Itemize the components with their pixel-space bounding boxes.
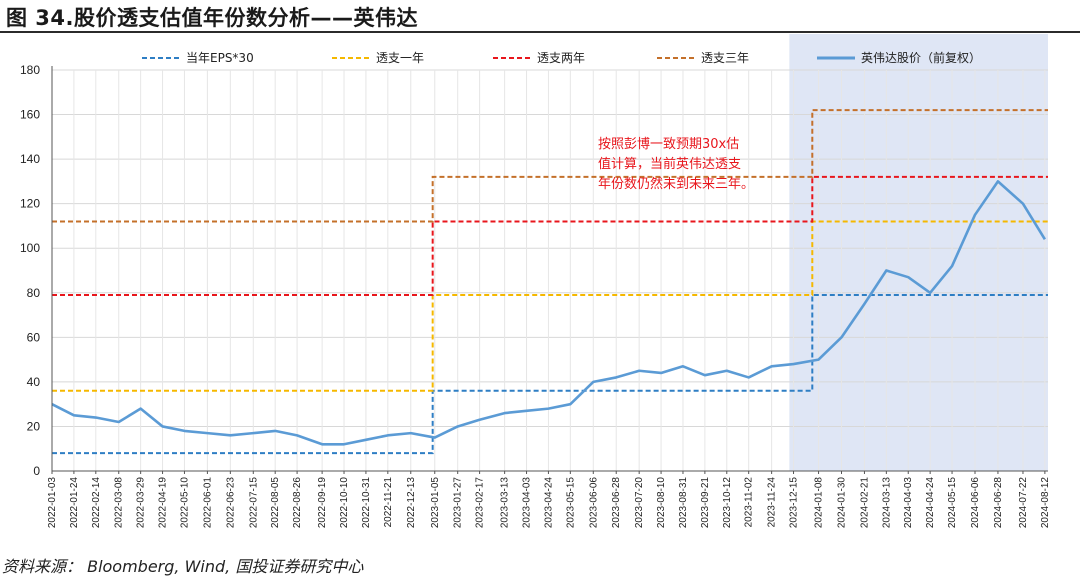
- x-tick-label: 2023-10-12: [722, 477, 733, 529]
- x-tick-label: 2022-11-21: [383, 477, 394, 528]
- x-tick-label: 2024-01-30: [836, 477, 847, 529]
- x-tick-label: 2023-06-28: [611, 477, 622, 529]
- legend-label-1: 当年EPS*30: [186, 51, 254, 65]
- y-tick-label: 20: [27, 419, 41, 433]
- y-tick-label: 100: [20, 241, 40, 255]
- series-line-price: [51, 180, 1046, 446]
- legend-label-4: 透支三年: [701, 51, 749, 65]
- x-tick-label: 2022-07-15: [248, 477, 259, 529]
- x-tick-label: 2023-01-05: [430, 477, 441, 529]
- series-line-2: [52, 220, 1048, 392]
- y-tick-label: 180: [20, 63, 40, 77]
- series-layer: [51, 109, 1048, 455]
- legend-label-3: 透支两年: [537, 51, 585, 65]
- x-tick-label: 2022-01-24: [69, 477, 80, 529]
- highlight-region: [789, 34, 1048, 471]
- x-tick-label: 2023-01-27: [453, 477, 464, 529]
- x-tick-label: 2022-03-29: [136, 477, 147, 529]
- x-tick-label: 2022-06-01: [202, 477, 213, 529]
- source-note: 资料来源： Bloomberg, Wind, 国投证券研究中心: [2, 557, 364, 576]
- x-tick-label: 2022-01-03: [47, 477, 58, 529]
- x-tick-label: 2023-07-20: [634, 477, 645, 529]
- x-tick-label: 2024-03-13: [881, 477, 892, 529]
- y-tick-label: 40: [27, 375, 41, 389]
- x-tick-label: 2024-04-03: [903, 477, 914, 529]
- x-tick-label: 2023-08-10: [656, 477, 667, 529]
- stock-valuation-chart: 0 20 40 60 80 100 120 140 160 180 2022-01-03 2022-0…: [20, 34, 1051, 528]
- legend-label-2: 透支一年: [376, 51, 424, 65]
- x-tick-label: 2022-02-14: [91, 477, 102, 529]
- x-tick-label: 2022-04-19: [158, 477, 169, 529]
- y-tick-label: 60: [27, 330, 41, 344]
- x-tick-label: 2022-03-08: [114, 477, 125, 529]
- x-tick-label: 2024-08-12: [1040, 477, 1051, 529]
- legend-label-5: 英伟达股价（前复权）: [861, 50, 981, 65]
- x-tick-label: 2024-07-22: [1018, 477, 1029, 529]
- plot-region-layer: [789, 34, 1048, 471]
- x-tick-label: 2023-04-24: [543, 477, 554, 529]
- y-tick-label: 80: [27, 286, 41, 300]
- y-tick-label: 140: [20, 152, 40, 166]
- x-tick-label: 2023-11-02: [744, 477, 755, 528]
- x-tick-label: 2023-09-21: [700, 477, 711, 529]
- x-tick-label: 2022-08-05: [270, 477, 281, 529]
- x-tick-label: 2024-06-28: [993, 477, 1004, 529]
- x-tick-label: 2024-05-15: [947, 477, 958, 529]
- annotation-line-3: 年份数仍然未到未来三年。: [598, 176, 754, 192]
- x-tick-label: 2022-10-10: [339, 477, 350, 529]
- figure-title: 图 34.股价透支估值年份数分析——英伟达: [6, 6, 419, 30]
- x-tick-label: 2023-06-06: [588, 477, 599, 529]
- x-tick-label: 2022-12-13: [406, 477, 417, 529]
- y-tick-label: 120: [20, 197, 40, 211]
- series-line-3: [52, 175, 1048, 297]
- x-tick-label: 2023-03-13: [500, 477, 511, 529]
- x-tick-label: 2022-09-19: [317, 477, 328, 529]
- x-tick-label: 2022-05-10: [179, 477, 190, 529]
- title-underline: [0, 31, 1080, 33]
- x-tick-label: 2023-02-17: [475, 477, 486, 529]
- x-tick-label: 2023-05-15: [565, 477, 576, 529]
- x-tick-label: 2023-08-31: [678, 477, 689, 529]
- axis-layer: 0 20 40 60 80 100 120 140 160 180 2022-01-03 2022-0…: [20, 63, 1051, 528]
- x-tick-label: 2022-08-26: [292, 477, 303, 529]
- annotation-line-1: 按照彭博一致预期30x估: [598, 137, 739, 152]
- x-tick-label: 2023-11-24: [767, 477, 778, 528]
- annotation-line-2: 值计算，当前英伟达透支: [598, 156, 741, 172]
- x-tick-label: 2023-04-03: [522, 477, 533, 529]
- legend: 当年EPS*30 透支一年 透支两年 透支三年 英伟达股价（前复权）: [142, 50, 981, 65]
- x-tick-label: 2024-01-08: [814, 477, 825, 529]
- x-tick-label: 2022-06-23: [225, 477, 236, 529]
- x-tick-label: 2023-12-15: [789, 477, 800, 529]
- y-tick-label: 0: [33, 464, 40, 478]
- x-tick-label: 2024-06-06: [970, 477, 981, 529]
- grid-layer: [51, 69, 1048, 472]
- x-tick-label: 2022-10-31: [361, 477, 372, 529]
- y-tick-label: 160: [20, 108, 40, 122]
- series-line-1: [52, 294, 1048, 455]
- x-tick-label: 2024-04-24: [925, 477, 936, 529]
- x-tick-label: 2024-02-21: [859, 477, 870, 529]
